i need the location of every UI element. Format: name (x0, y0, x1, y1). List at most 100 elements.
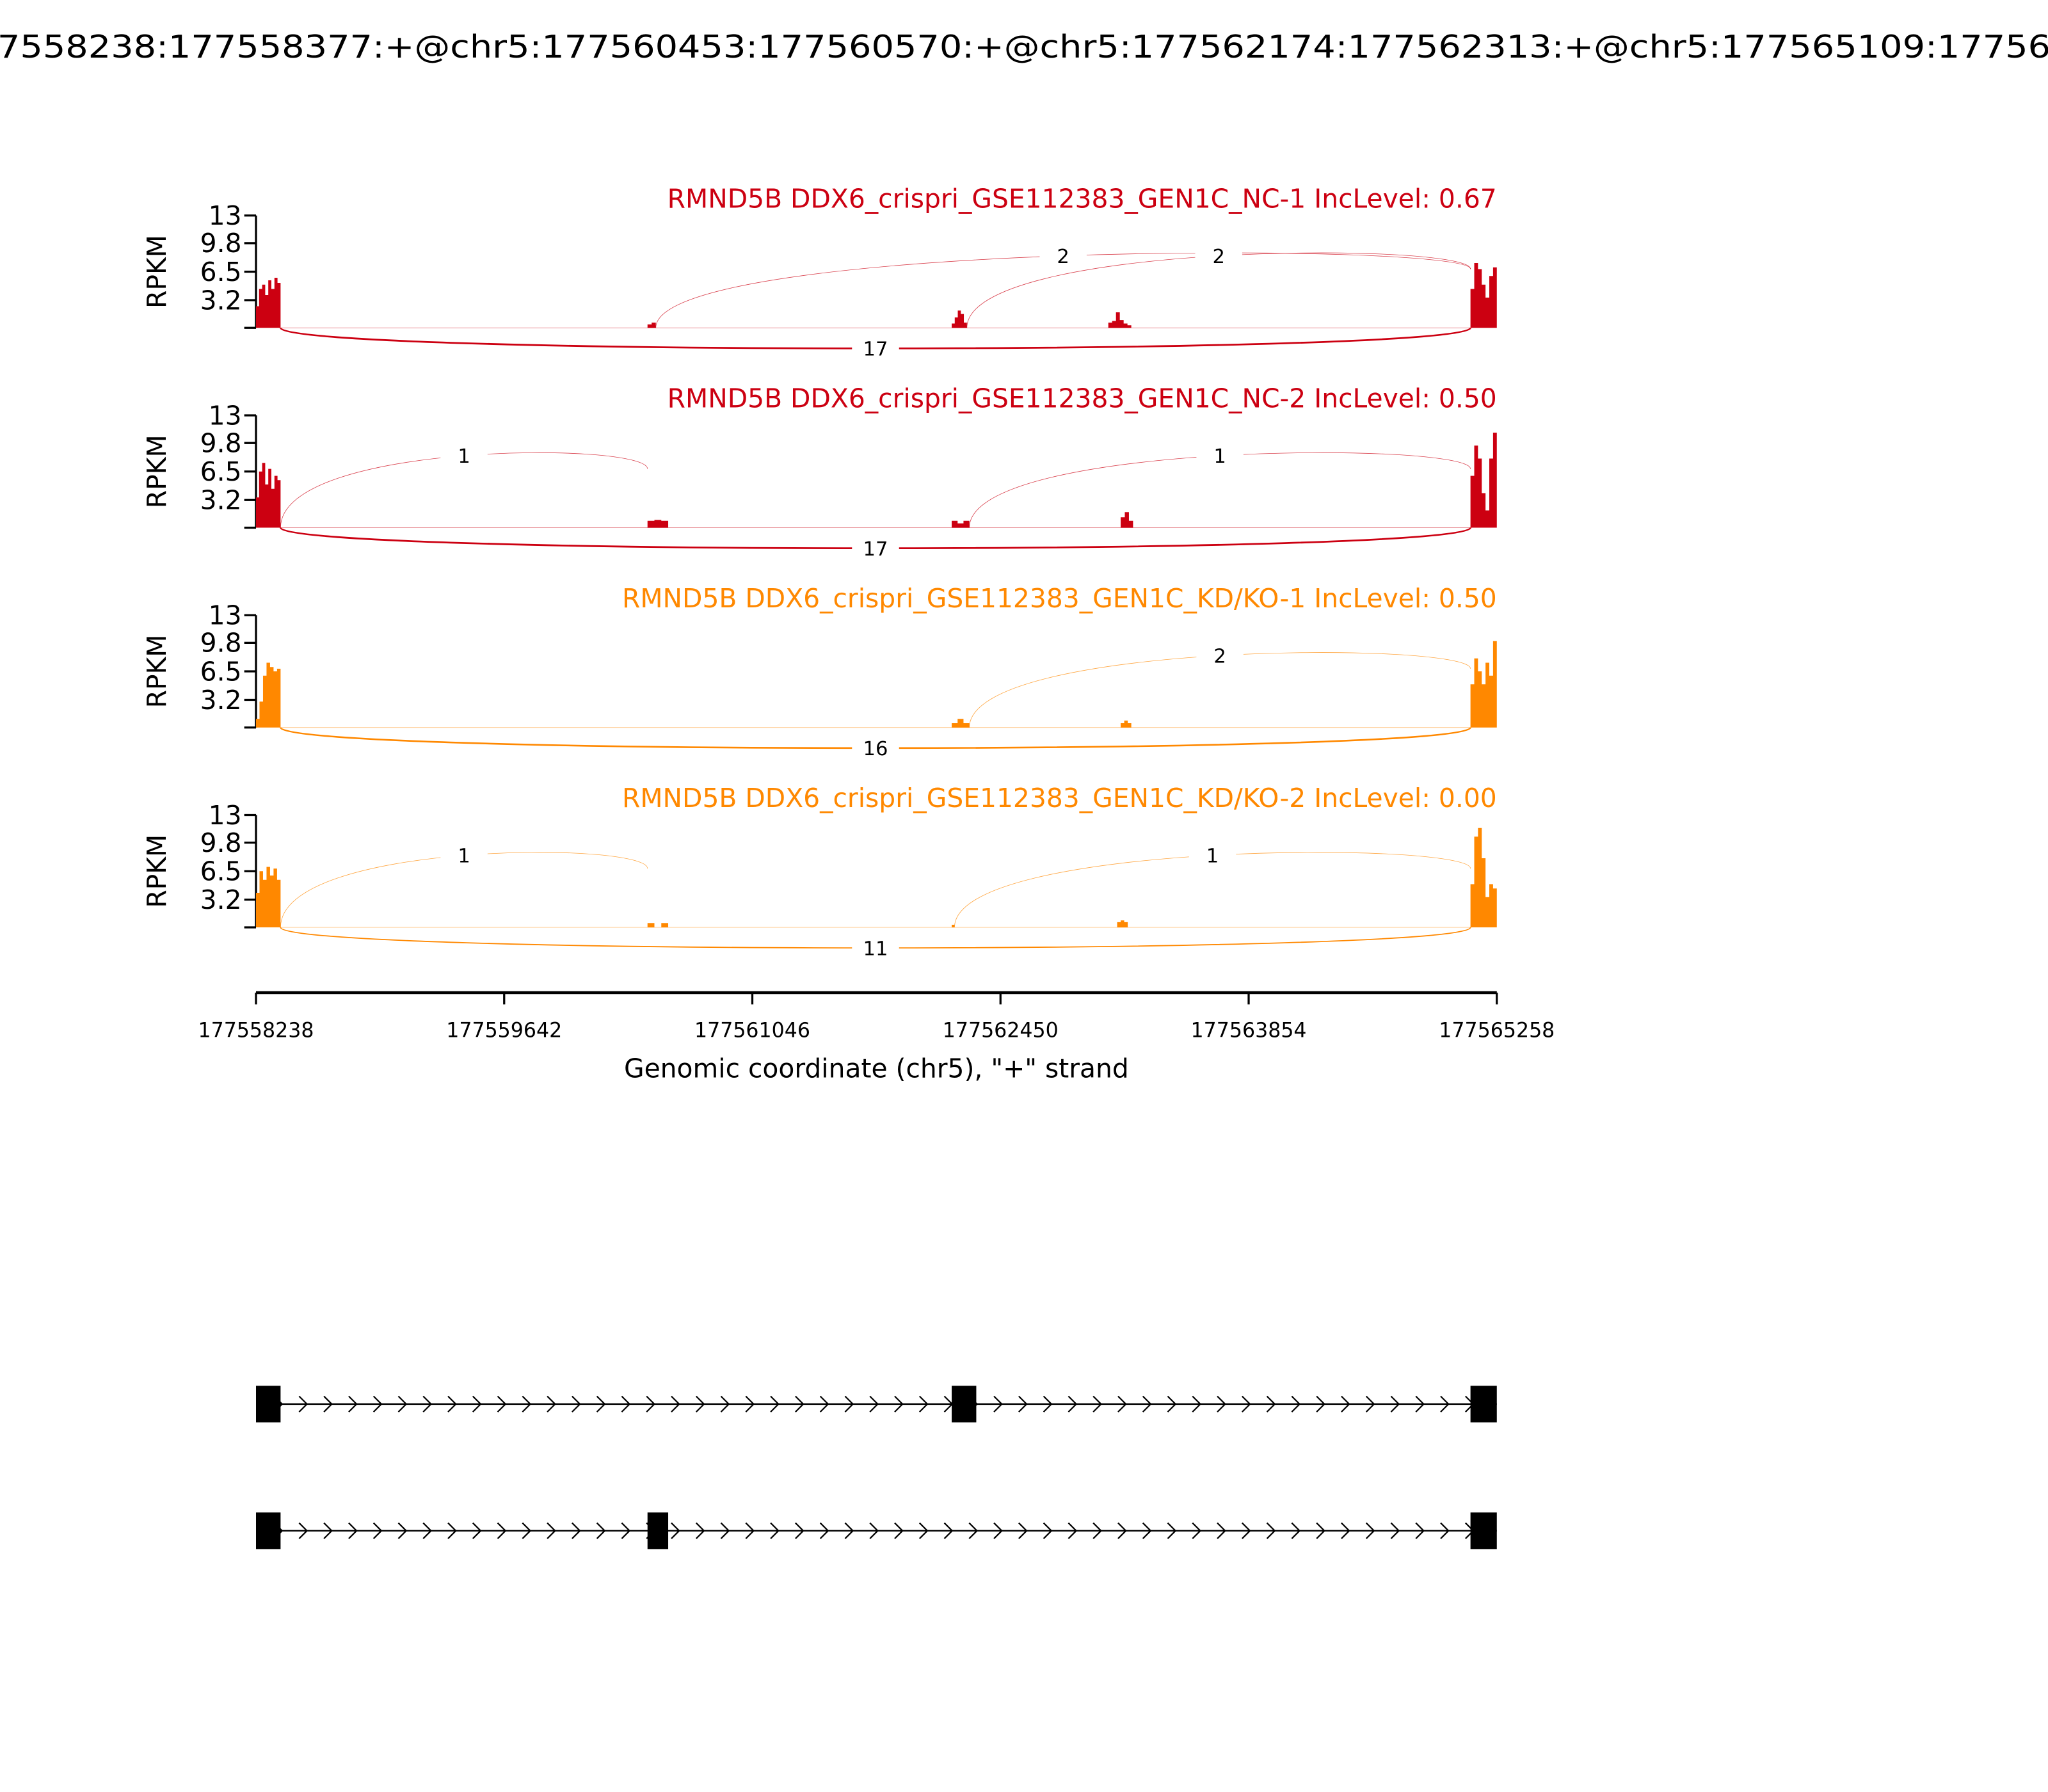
junction-count: 16 (863, 738, 888, 760)
junction-label-bg (852, 337, 899, 360)
strand-arrow-icon (918, 1395, 929, 1412)
strand-arrow-icon (1117, 1395, 1127, 1412)
strand-arrow-icon (1291, 1522, 1301, 1539)
junction-count: 11 (863, 938, 888, 960)
coverage-area (952, 924, 955, 927)
strand-arrow-icon (621, 1395, 631, 1412)
y-tick-label: 9.8 (200, 428, 242, 458)
x-tick-label: 177565258 (1439, 1019, 1555, 1042)
strand-arrow-icon (1142, 1395, 1152, 1412)
strand-arrow-icon (1192, 1395, 1202, 1412)
junction-label-bg (440, 844, 488, 867)
strand-arrow-icon (869, 1522, 879, 1539)
strand-arrow-icon (298, 1395, 308, 1412)
strand-arrow-icon (1217, 1522, 1226, 1539)
gene-model-1 (256, 1386, 1497, 1423)
strand-arrow-icon (547, 1395, 556, 1412)
strand-arrow-icon (1018, 1522, 1028, 1539)
strand-arrow-icon (397, 1395, 408, 1412)
strand-arrow-icon (323, 1395, 333, 1412)
junction-count: 1 (458, 445, 470, 468)
strand-arrow-icon (1440, 1395, 1450, 1412)
strand-arrow-icon (993, 1395, 1003, 1412)
strand-arrow-icon (1440, 1522, 1450, 1539)
strand-arrow-icon (770, 1395, 780, 1412)
strand-arrow-icon (1192, 1522, 1202, 1539)
strand-arrow-icon (621, 1522, 631, 1539)
strand-arrow-icon (844, 1522, 854, 1539)
coverage-area (1470, 828, 1497, 927)
strand-arrow-icon (1316, 1522, 1325, 1539)
panel-3: 139.86.53.2 RPKM RMND5B DDX6_crispri_GSE11… (141, 583, 1497, 760)
junction-count: 1 (1206, 845, 1219, 868)
strand-arrow-icon (472, 1522, 482, 1539)
junction-count: 2 (1212, 246, 1224, 268)
x-tick-label: 177563854 (1190, 1019, 1306, 1042)
strand-arrow-icon (596, 1395, 606, 1412)
coverage-area (256, 277, 281, 328)
y-tick-label: 9.8 (200, 828, 242, 858)
strand-arrow-icon (1266, 1522, 1276, 1539)
strand-arrow-icon (695, 1522, 705, 1539)
junction-count: 2 (1213, 645, 1226, 668)
strand-arrow-icon (497, 1395, 507, 1412)
gene-model-2 (256, 1512, 1497, 1549)
gene-models (256, 1386, 1497, 1549)
junction-count: 1 (458, 845, 470, 868)
y-axis-label: RPKM (141, 635, 172, 708)
strand-arrow-icon (844, 1395, 854, 1412)
strand-arrow-icon (819, 1395, 829, 1412)
strand-arrow-icon (298, 1522, 308, 1539)
coverage-area (1470, 432, 1497, 528)
strand-arrow-icon (720, 1522, 730, 1539)
junction-count: 17 (863, 339, 888, 361)
coverage-area (256, 867, 281, 927)
coverage-area (256, 463, 281, 528)
strand-arrow-icon (372, 1395, 383, 1412)
strand-arrow-icon (572, 1395, 581, 1412)
strand-arrow-icon (522, 1522, 532, 1539)
strand-arrow-icon (1092, 1522, 1102, 1539)
coverage-area (1108, 312, 1132, 328)
panel-1: 139.86.53.2 RPKM RMND5B DDX6_crispri_GSE11… (141, 183, 1497, 361)
x-tick-label: 177562450 (943, 1019, 1059, 1042)
strand-arrow-icon (472, 1395, 482, 1412)
junction-label-bg (1039, 244, 1087, 268)
panel-title: RMND5B DDX6_crispri_GSE112383_GEN1C_KD/K… (622, 583, 1497, 614)
junction-label-bg (852, 936, 899, 960)
x-tick-label: 177558238 (198, 1019, 314, 1042)
strand-arrow-icon (671, 1395, 680, 1412)
strand-arrow-icon (1291, 1395, 1301, 1412)
strand-arrow-icon (1390, 1395, 1400, 1412)
y-tick-label: 3.2 (200, 285, 242, 316)
strand-arrow-icon (323, 1522, 333, 1539)
y-tick-label: 3.2 (200, 485, 242, 516)
strand-arrow-icon (547, 1522, 556, 1539)
strand-arrow-icon (1117, 1522, 1127, 1539)
strand-arrow-icon (372, 1522, 383, 1539)
panel-2: 139.86.53.2 RPKM RMND5B DDX6_crispri_GSE11… (141, 383, 1497, 561)
y-tick-label: 13 (209, 200, 242, 231)
y-tick-label: 3.2 (200, 685, 242, 716)
coverage-area (952, 719, 970, 728)
junction-label-bg (1196, 643, 1244, 668)
strand-arrow-icon (770, 1522, 780, 1539)
coverage-area (647, 923, 669, 927)
strand-arrow-icon (795, 1522, 804, 1539)
x-tick-label: 177559642 (446, 1019, 562, 1042)
strand-arrow-icon (596, 1522, 606, 1539)
junction-label-bg (1196, 444, 1244, 468)
junction-label-bg (852, 536, 899, 560)
strand-arrow-icon (1242, 1395, 1251, 1412)
exon-block (1470, 1512, 1497, 1549)
strand-arrow-icon (695, 1395, 705, 1412)
strand-arrow-icon (1043, 1522, 1053, 1539)
y-tick-label: 3.2 (200, 884, 242, 915)
strand-arrow-icon (1167, 1522, 1177, 1539)
strand-arrow-icon (1365, 1522, 1375, 1539)
junction-count: 2 (1057, 246, 1069, 268)
strand-arrow-icon (819, 1522, 829, 1539)
coverage-area (1117, 920, 1128, 927)
y-tick-label: 6.5 (200, 456, 242, 487)
